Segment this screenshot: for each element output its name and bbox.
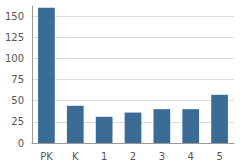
svg-text:50: 50 xyxy=(11,95,24,106)
svg-text:2: 2 xyxy=(130,151,136,162)
svg-text:75: 75 xyxy=(11,74,24,85)
svg-text:100: 100 xyxy=(5,53,24,64)
svg-text:0: 0 xyxy=(18,138,24,149)
svg-text:1: 1 xyxy=(101,151,107,162)
svg-text:K: K xyxy=(72,151,79,162)
svg-text:125: 125 xyxy=(5,32,24,43)
svg-text:150: 150 xyxy=(5,11,24,22)
svg-text:4: 4 xyxy=(188,151,194,162)
svg-text:PK: PK xyxy=(40,151,53,162)
svg-text:25: 25 xyxy=(11,116,24,127)
svg-text:3: 3 xyxy=(159,151,165,162)
svg-text:5: 5 xyxy=(216,151,222,162)
